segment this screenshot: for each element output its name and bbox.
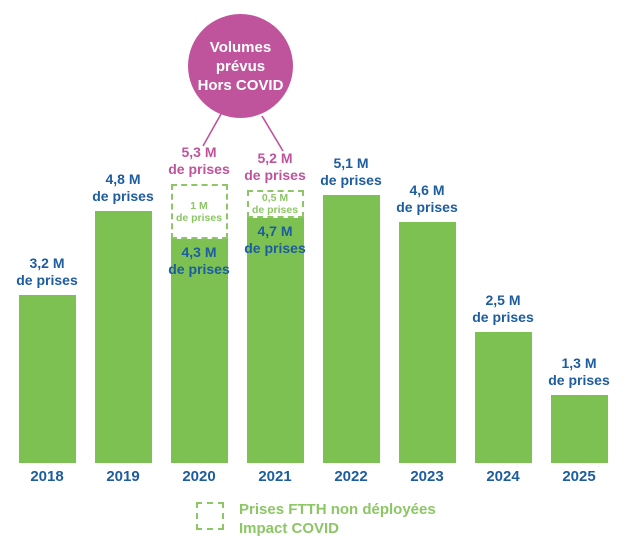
year-label-2020: 2020 xyxy=(161,468,237,485)
year-label-2025: 2025 xyxy=(541,468,617,485)
legend-line-1: Prises FTTH non déployées xyxy=(239,501,436,518)
total-label-2020-line: de prises xyxy=(168,161,230,177)
value-label-2024-line: 2,5 M xyxy=(485,292,521,308)
connector-line-left xyxy=(202,113,222,147)
bar-2019 xyxy=(94,211,152,463)
bar-2020 xyxy=(170,237,228,463)
legend-text: Prises FTTH non déployées Impact COVID xyxy=(239,500,436,538)
value-label-2019-line: 4,8 M xyxy=(105,171,141,187)
year-label-2023: 2023 xyxy=(389,468,465,485)
value-label-2022-line: de prises xyxy=(320,172,382,188)
year-label-2024: 2024 xyxy=(465,468,541,485)
bar-2025 xyxy=(550,395,608,463)
year-label-2022: 2022 xyxy=(313,468,389,485)
year-label-2019-line: 2019 xyxy=(106,468,140,485)
bar-2018 xyxy=(18,295,76,463)
bar-2023 xyxy=(398,222,456,463)
legend-line-2: Impact COVID xyxy=(239,520,340,537)
value-label-2023-line: de prises xyxy=(396,199,458,215)
year-label-2024-line: 2024 xyxy=(486,468,520,485)
value-label-2020-line: 4,3 M xyxy=(181,244,217,260)
value-label-2025-line: 1,3 M xyxy=(561,355,597,371)
connector-line-right xyxy=(261,115,284,152)
year-label-2018: 2018 xyxy=(9,468,85,485)
covid-box-2021-line: 0,5 M xyxy=(261,192,289,204)
value-label-2022-line: 5,1 M xyxy=(333,155,369,171)
legend: Prises FTTH non déployées Impact COVID xyxy=(196,500,436,538)
forecast-bubble: Volumes prévus Hors COVID xyxy=(188,14,293,118)
bar-2024 xyxy=(474,332,532,463)
bubble-line-3: Hors COVID xyxy=(197,76,284,94)
covid-box-2021-line: de prises xyxy=(251,204,299,216)
year-label-2019: 2019 xyxy=(85,468,161,485)
covid-box-2020-line: de prises xyxy=(175,211,223,224)
value-label-2023-line: 4,6 M xyxy=(409,182,445,198)
value-label-2018-line: 3,2 M xyxy=(29,255,65,271)
bubble-line-1: Volumes xyxy=(209,38,272,56)
bar-2021 xyxy=(246,216,304,463)
value-label-2018-line: de prises xyxy=(16,272,78,288)
value-label-2025-line: de prises xyxy=(548,372,610,388)
bar-2022 xyxy=(322,195,380,463)
year-label-2021: 2021 xyxy=(237,468,313,485)
value-label-2019-line: de prises xyxy=(92,188,154,204)
year-label-2018-line: 2018 xyxy=(30,468,64,485)
year-label-2025-line: 2025 xyxy=(562,468,596,485)
year-label-2023-line: 2023 xyxy=(410,468,444,485)
bubble-line-2: prévus xyxy=(215,57,266,75)
value-label-2021-line: de prises xyxy=(244,240,306,256)
year-label-2020-line: 2020 xyxy=(182,468,216,485)
legend-covid-swatch xyxy=(196,502,224,530)
covid-box-2020-line: 1 M xyxy=(190,199,208,212)
total-label-2020-line: 5,3 M xyxy=(181,144,217,160)
year-label-2021-line: 2021 xyxy=(258,468,292,485)
total-label-2021-line: 5,2 M xyxy=(257,150,293,166)
value-label-2020-line: de prises xyxy=(168,261,230,277)
value-label-2021-line: 4,7 M xyxy=(257,223,293,239)
value-label-2024-line: de prises xyxy=(472,309,534,325)
year-label-2022-line: 2022 xyxy=(334,468,368,485)
total-label-2021-line: de prises xyxy=(244,167,306,183)
